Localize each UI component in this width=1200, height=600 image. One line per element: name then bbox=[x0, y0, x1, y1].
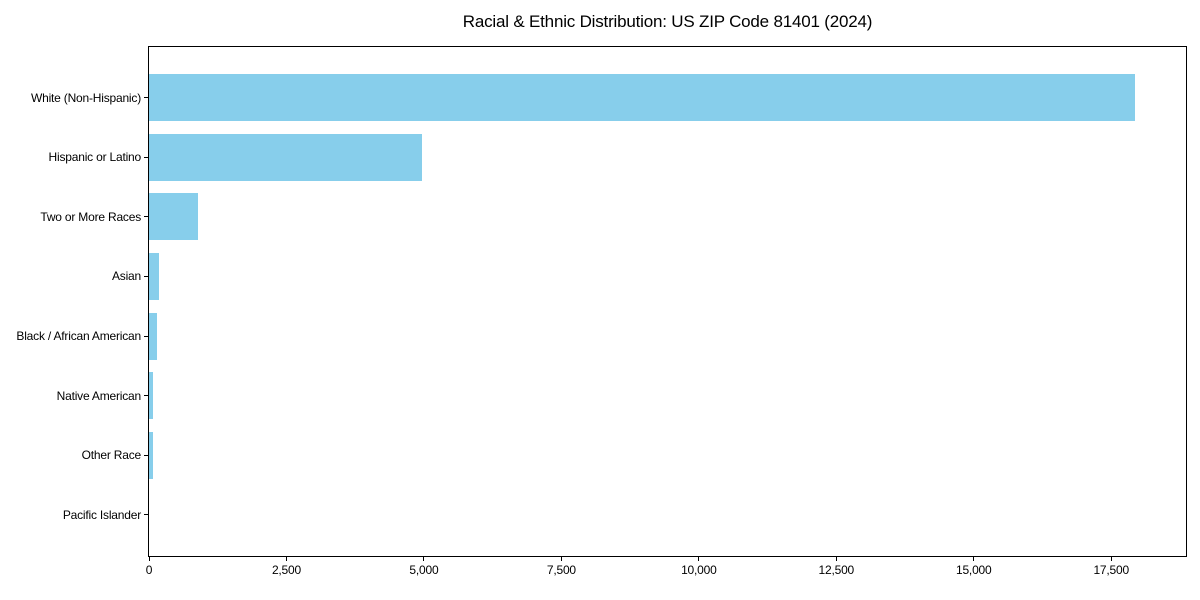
y-tick-mark bbox=[144, 335, 148, 337]
y-tick-label: Other Race bbox=[81, 448, 142, 463]
y-tick-label: White (Non-Hispanic) bbox=[30, 90, 141, 105]
x-tick-mark bbox=[698, 557, 700, 561]
x-tick-label: 5,000 bbox=[409, 563, 439, 577]
x-tick-mark bbox=[973, 557, 975, 561]
y-tick-label: Hispanic or Latino bbox=[48, 150, 142, 165]
x-tick-mark bbox=[285, 557, 287, 561]
x-tick-mark bbox=[148, 557, 150, 561]
x-tick-label: 2,500 bbox=[271, 563, 301, 577]
y-tick-label: Native American bbox=[56, 388, 142, 403]
x-tick-mark bbox=[835, 557, 837, 561]
x-tick-label: 12,500 bbox=[818, 563, 855, 577]
y-tick-mark bbox=[144, 275, 148, 277]
y-tick-mark bbox=[144, 395, 148, 397]
x-tick-mark bbox=[560, 557, 562, 561]
bar bbox=[149, 74, 1136, 121]
x-tick-mark bbox=[1110, 557, 1112, 561]
y-tick-label: Black / African American bbox=[16, 329, 141, 344]
y-tick-mark bbox=[144, 454, 148, 456]
bar bbox=[149, 372, 153, 420]
bar bbox=[149, 312, 157, 360]
y-tick-label: Pacific Islander bbox=[62, 507, 141, 522]
bar bbox=[149, 133, 422, 181]
y-tick-mark bbox=[144, 97, 148, 98]
y-tick-mark bbox=[144, 216, 148, 218]
y-tick-label: Asian bbox=[111, 269, 141, 284]
plot-area bbox=[148, 46, 1187, 557]
chart-title: Racial & Ethnic Distribution: US ZIP Cod… bbox=[462, 12, 873, 31]
x-tick-label: 17,500 bbox=[1093, 563, 1129, 577]
x-tick-label: 7,500 bbox=[546, 563, 576, 577]
x-tick-mark bbox=[423, 557, 425, 561]
bar bbox=[149, 193, 198, 241]
x-tick-label: 0 bbox=[145, 563, 153, 577]
y-tick-mark bbox=[144, 156, 148, 158]
bar bbox=[149, 431, 154, 479]
y-tick-label: Two or More Races bbox=[40, 209, 141, 224]
x-tick-label: 15,000 bbox=[955, 563, 992, 577]
x-tick-label: 10,000 bbox=[681, 563, 717, 577]
bar bbox=[149, 252, 160, 300]
y-tick-mark bbox=[144, 514, 148, 516]
